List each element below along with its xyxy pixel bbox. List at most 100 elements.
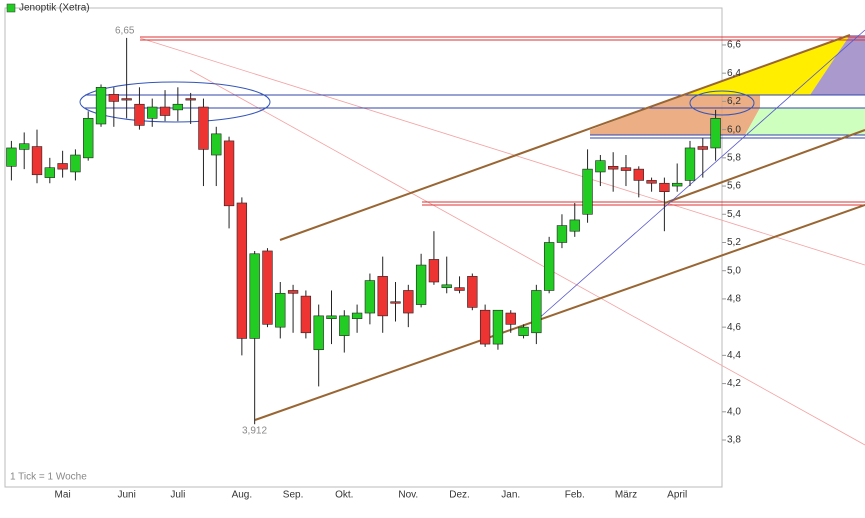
x-tick-label: Dez.: [449, 490, 470, 501]
legend-label: Jenoptik (Xetra): [19, 3, 90, 14]
legend-swatch: [6, 3, 16, 13]
y-tick-label: 4,4: [727, 350, 741, 361]
x-tick-label: Nov.: [398, 490, 418, 501]
candle-body: [684, 147, 696, 181]
candle-body: [249, 253, 260, 339]
candle-body: [543, 242, 555, 291]
ellipse: [689, 90, 755, 116]
candle-body: [697, 146, 708, 150]
y-tick-label: 6,2: [727, 96, 741, 107]
ellipse: [79, 81, 271, 123]
candle-body: [95, 86, 107, 125]
candle-body: [595, 160, 606, 173]
x-tick-label: Mai: [55, 490, 71, 501]
x-tick-label: Jan.: [501, 490, 520, 501]
candle-body: [672, 182, 683, 187]
channel-line: [664, 129, 865, 204]
candle-body: [505, 312, 516, 325]
candle-body: [57, 163, 68, 170]
candle-body: [620, 167, 632, 171]
candle-body: [390, 301, 401, 304]
candle-body: [83, 118, 94, 159]
candle-body: [70, 154, 81, 173]
candle-body: [710, 118, 721, 149]
y-tick-label: 3,8: [727, 435, 741, 446]
candle-body: [275, 292, 286, 328]
y-tick-label: 5,8: [727, 152, 741, 163]
x-tick-label: Okt.: [335, 490, 353, 501]
trend-line: [536, 29, 865, 321]
candle-body: [479, 309, 491, 345]
candle-body: [467, 276, 478, 308]
candle-body: [172, 103, 184, 111]
candle-body: [313, 315, 324, 351]
candle-body: [287, 290, 299, 294]
candle-body: [633, 168, 644, 181]
candle-body: [608, 166, 619, 170]
y-tick-label: 5,4: [727, 209, 741, 220]
plot-frame: [4, 7, 723, 488]
candle-body: [19, 143, 30, 150]
candle-body: [147, 106, 158, 119]
x-tick-label: Juli: [170, 490, 185, 501]
candle-body: [428, 259, 440, 283]
candle-body: [403, 290, 414, 314]
channel-line: [254, 204, 865, 421]
y-tick-label: 4,8: [727, 294, 741, 305]
trend-line: [189, 69, 865, 446]
candle-body: [223, 140, 235, 207]
x-tick-label: März: [615, 490, 637, 501]
x-tick-label: Feb.: [565, 490, 585, 501]
candle-body: [300, 295, 312, 334]
candle-body: [31, 146, 43, 176]
candle-body: [44, 167, 55, 178]
candle-body: [6, 147, 17, 167]
candle-body: [415, 264, 427, 305]
fill-green: [745, 108, 865, 135]
x-tick-label: Sep.: [283, 490, 304, 501]
y-tick-label: 4,0: [727, 406, 741, 417]
candle-body: [582, 168, 593, 215]
candle-body: [518, 326, 529, 336]
candle-body: [364, 280, 376, 314]
candle-body: [339, 315, 350, 336]
channel-line: [279, 34, 851, 241]
y-tick-label: 6,6: [727, 40, 741, 51]
fill-purple: [810, 35, 865, 95]
candle-body: [198, 106, 209, 150]
candle-body: [326, 315, 337, 319]
candle-body: [262, 250, 273, 325]
y-tick-label: 4,6: [727, 322, 741, 333]
candle-body: [185, 98, 196, 101]
annotation: 6,65: [115, 26, 135, 37]
y-tick-label: 5,0: [727, 265, 741, 276]
trend-line: [139, 37, 865, 266]
candle-body: [569, 219, 580, 232]
x-tick-label: Juni: [117, 490, 135, 501]
candle-body: [646, 180, 657, 184]
candle-body: [134, 103, 145, 126]
candle-body: [351, 312, 363, 319]
candle-body: [556, 225, 568, 243]
y-tick-label: 6,0: [727, 124, 741, 135]
x-tick-label: April: [667, 490, 687, 501]
drawings: [79, 29, 865, 446]
y-tick-label: 6,4: [727, 68, 741, 79]
candle-body: [236, 202, 248, 339]
candle-body: [377, 276, 388, 317]
annotation: 3,912: [242, 426, 267, 437]
candle-body: [211, 133, 222, 156]
y-tick-label: 5,6: [727, 181, 741, 192]
x-tick-label: Aug.: [232, 490, 253, 501]
candle-body: [108, 94, 119, 102]
candle-body: [441, 284, 452, 288]
y-tick-label: 4,2: [727, 378, 741, 389]
candle-body: [659, 182, 670, 192]
candle-body: [159, 106, 171, 116]
candle-body: [492, 309, 504, 345]
footnote: 1 Tick = 1 Woche: [10, 472, 87, 483]
candle-body: [454, 287, 465, 291]
candle-body: [121, 98, 132, 101]
y-tick-label: 5,2: [727, 237, 741, 248]
